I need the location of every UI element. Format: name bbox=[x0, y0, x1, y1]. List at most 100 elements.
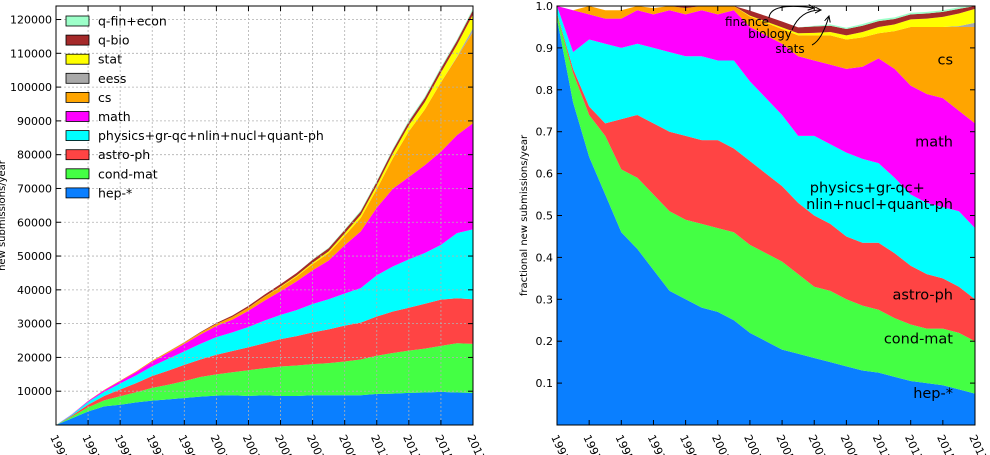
legend-label-cs: cs bbox=[98, 90, 111, 105]
left-ytick-label-90000: 90000 bbox=[17, 115, 52, 128]
legend-item-cs: cs bbox=[65, 90, 111, 105]
right-xtick-label-1993: 1993 bbox=[580, 433, 604, 455]
right-xtick-label-2007: 2007 bbox=[806, 433, 830, 455]
legend-label-physics-gr-qc-nlin-nucl-quant-ph: physics+gr-qc+nlin+nucl+quant-ph bbox=[98, 128, 324, 143]
left-ytick-label-40000: 40000 bbox=[17, 284, 52, 297]
right-ytick-label-0-4: 0.4 bbox=[536, 251, 554, 264]
right-ylabel: fractional new submissions/year bbox=[519, 134, 530, 296]
right-xtick-label-2017: 2017 bbox=[966, 433, 990, 455]
left-area-physics-gr-qc-nlin-nucl-quant-ph bbox=[56, 229, 473, 425]
right-area-math bbox=[557, 6, 975, 229]
absolute-submissions-chart: 1991 1993 1995 1997 1999 2001 2003 2005 2007 2009… bbox=[0, 5, 488, 455]
right-xtick-label-1995: 1995 bbox=[613, 433, 637, 455]
right-xtick-label-1999: 1999 bbox=[677, 433, 701, 455]
right-ytick-label-0-3: 0.3 bbox=[536, 293, 554, 306]
right-ytick-label-0-7: 0.7 bbox=[536, 126, 554, 139]
left-ytick-label-10000: 10000 bbox=[17, 385, 52, 398]
right-area-stat bbox=[557, 6, 975, 40]
legend-item-cond-mat: cond-mat bbox=[65, 166, 158, 181]
left-area-math bbox=[56, 123, 473, 426]
left-ytick-label-100000: 100000 bbox=[10, 81, 52, 94]
annotation-arrow-finance bbox=[768, 6, 814, 19]
annotation-finance: finance bbox=[725, 6, 814, 29]
legend-label-astro-ph: astro-ph bbox=[98, 147, 150, 162]
area-label-math: math bbox=[915, 134, 953, 150]
left-xtick-label-1995: 1995 bbox=[111, 433, 135, 455]
left-ylabel: new submissions/year bbox=[0, 159, 8, 271]
annotation-biology: biology bbox=[748, 10, 821, 41]
left-xtick-label-1991: 1991 bbox=[47, 433, 71, 455]
right-ytick-label-0-8: 0.8 bbox=[536, 84, 554, 97]
legend-item-eess: eess bbox=[65, 71, 126, 86]
annotation-label-biology: biology bbox=[748, 27, 792, 41]
area-label-hep: hep-* bbox=[913, 386, 953, 402]
legend-item-math: math bbox=[65, 109, 131, 124]
left-ytick-label-110000: 110000 bbox=[10, 47, 52, 60]
left-xtick-label-2009: 2009 bbox=[336, 433, 360, 455]
annotation-label-finance: finance bbox=[725, 15, 769, 29]
right-area-q-fin-econ bbox=[557, 6, 975, 30]
legend-swatch-math bbox=[65, 111, 90, 122]
legend-swatch-cs bbox=[65, 92, 90, 103]
annotation-arrow-biology bbox=[791, 10, 821, 31]
legend-swatch-eess bbox=[65, 72, 90, 84]
legend-item-astro-ph: astro-ph bbox=[65, 147, 150, 162]
right-xtick-label-2001: 2001 bbox=[709, 433, 733, 455]
left-ytick-label-80000: 80000 bbox=[17, 149, 52, 162]
fractional-submissions-chart: 1991 1993 1995 1997 1999 2001 2003 2005 2007 2009… bbox=[519, 0, 990, 455]
left-xtick-label-1999: 1999 bbox=[176, 433, 200, 455]
legend-label-stat: stat bbox=[98, 52, 122, 67]
right-ytick-label-0-6: 0.6 bbox=[536, 168, 554, 181]
right-xtick-label-2005: 2005 bbox=[773, 433, 797, 455]
legend-swatch-stat bbox=[65, 53, 90, 65]
right-ytick-label-1-0: 1.0 bbox=[536, 0, 554, 13]
right-area-physics-gr-qc-nlin-nucl-quant-ph bbox=[557, 6, 975, 300]
legend-label-eess: eess bbox=[98, 71, 126, 86]
left-area-cond-mat bbox=[56, 343, 473, 425]
left-xtick-label-2003: 2003 bbox=[240, 433, 264, 455]
left-area-hep bbox=[56, 391, 473, 425]
right-xtick-label-1997: 1997 bbox=[645, 433, 669, 455]
legend-label-hep: hep-* bbox=[98, 185, 132, 200]
right-area-cs bbox=[557, 6, 975, 124]
right-xtick-label-2003: 2003 bbox=[741, 433, 765, 455]
left-xtick-label-2013: 2013 bbox=[400, 433, 424, 455]
legend-item-hep: hep-* bbox=[65, 185, 132, 200]
left-ytick-label-30000: 30000 bbox=[17, 318, 52, 331]
left-xtick-label-2001: 2001 bbox=[208, 433, 232, 455]
legend-item-physics-gr-qc-nlin-nucl-quant-ph: physics+gr-qc+nlin+nucl+quant-ph bbox=[65, 128, 324, 143]
legend-swatch-q-bio bbox=[65, 34, 90, 46]
right-area-cond-mat bbox=[557, 14, 975, 394]
area-label-cond-mat: cond-mat bbox=[884, 331, 953, 347]
right-ytick-label-0-9: 0.9 bbox=[536, 42, 554, 55]
left-ytick-label-120000: 120000 bbox=[10, 14, 52, 27]
legend-swatch-hep bbox=[65, 187, 90, 199]
legend-swatch-physics-gr-qc-nlin-nucl-quant-ph bbox=[65, 130, 90, 142]
left-xtick-label-2007: 2007 bbox=[304, 433, 328, 455]
area-label-physics-gr-qc: physics+gr-qc+ bbox=[810, 180, 925, 196]
legend-label-q-fin-econ: q-fin+econ bbox=[98, 14, 167, 29]
left-xtick-label-2015: 2015 bbox=[432, 433, 456, 455]
left-plot-frame bbox=[55, 5, 474, 426]
right-ytick-label-0-2: 0.2 bbox=[536, 335, 554, 348]
area-label-nlin-nucl-quant-ph: nlin+nucl+quant-ph bbox=[806, 197, 953, 213]
left-ytick-label-60000: 60000 bbox=[17, 216, 52, 229]
right-xtick-label-2015: 2015 bbox=[934, 433, 958, 455]
right-xtick-label-2013: 2013 bbox=[902, 433, 926, 455]
left-area-astro-ph bbox=[56, 298, 473, 425]
legend-item-stat: stat bbox=[65, 52, 122, 67]
annotation-stats: stats bbox=[775, 16, 829, 56]
left-xtick-label-2005: 2005 bbox=[272, 433, 296, 455]
legend-swatch-astro-ph bbox=[65, 149, 90, 161]
legend-label-q-bio: q-bio bbox=[98, 33, 130, 48]
right-xtick-label-1991: 1991 bbox=[548, 433, 572, 455]
right-ytick-label-0-5: 0.5 bbox=[536, 210, 554, 223]
right-xtick-label-2009: 2009 bbox=[838, 433, 862, 455]
legend-swatch-cond-mat bbox=[65, 168, 90, 180]
left-xtick-label-2017: 2017 bbox=[464, 433, 488, 455]
right-xtick-label-2011: 2011 bbox=[870, 433, 894, 455]
right-area-astro-ph bbox=[557, 13, 975, 342]
area-label-astro-ph: astro-ph bbox=[892, 287, 953, 303]
legend-label-cond-mat: cond-mat bbox=[98, 166, 158, 181]
